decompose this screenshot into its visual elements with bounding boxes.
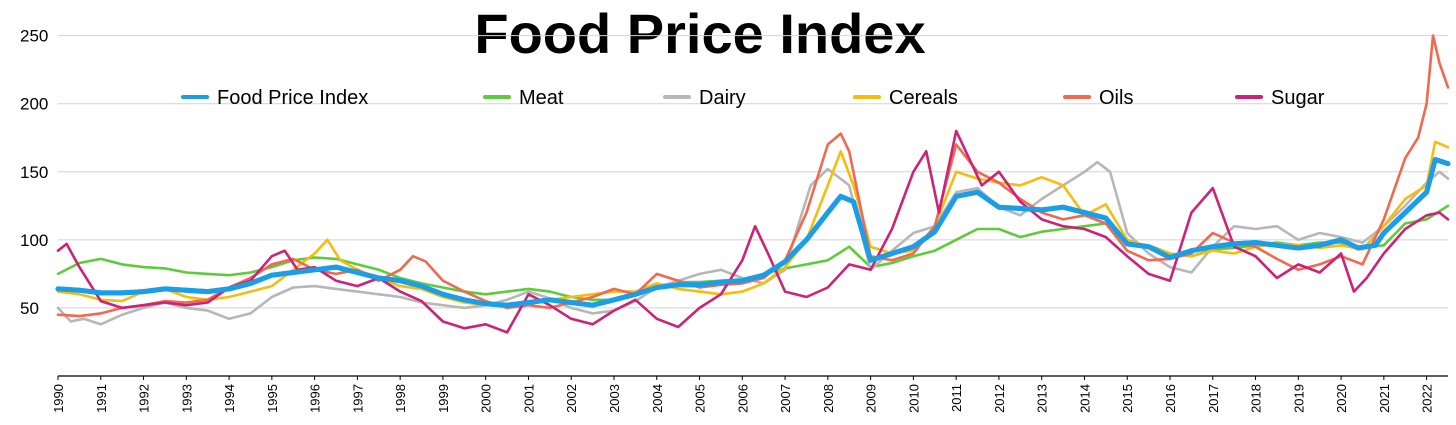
x-tick-label: 1996 (308, 384, 323, 413)
y-tick-label: 100 (20, 231, 48, 250)
y-tick-label: 250 (20, 27, 48, 46)
y-tick-label: 150 (20, 163, 48, 182)
legend-label: Oils (1099, 87, 1133, 109)
legend: Food Price Index Meat Dairy Cereals Oils Suga… (181, 87, 1325, 109)
x-tick-label: 1997 (350, 384, 365, 413)
x-tick-label: 1992 (137, 384, 152, 413)
legend-label: Cereals (889, 87, 958, 109)
legend-label: Dairy (699, 87, 746, 109)
x-tick-label: 2006 (735, 384, 750, 413)
series-line-cereals (56, 140, 1450, 307)
x-tick-label: 2007 (778, 384, 793, 413)
series-line-oils (56, 34, 1450, 318)
series-lines (55, 34, 1451, 334)
legend-label: Meat (519, 87, 564, 109)
x-tick-label: 2012 (992, 384, 1007, 413)
x-tick-label: 2010 (906, 384, 921, 413)
x-tick-label: 2019 (1291, 384, 1306, 413)
x-tick-label: 1991 (94, 384, 109, 413)
x-tick-label: 1995 (265, 384, 280, 413)
x-tick-label: 1994 (222, 384, 237, 413)
chart-title: Food Price Index (474, 2, 925, 65)
x-axis-ticks: 1990 1991 1992 1993 1994 1995 1996 1997 1998 1999… (51, 376, 1435, 413)
x-tick-label: 2016 (1163, 384, 1178, 413)
x-tick-label: 1999 (436, 384, 451, 413)
series-line-sugar (56, 129, 1450, 334)
x-tick-label: 1998 (393, 384, 408, 413)
x-tick-label: 2018 (1249, 384, 1264, 413)
x-tick-label: 2008 (821, 384, 836, 413)
x-tick-label: 2021 (1377, 384, 1392, 413)
x-tick-label: 2013 (1035, 384, 1050, 413)
x-tick-label: 2020 (1334, 384, 1349, 413)
x-tick-label: 2011 (949, 384, 964, 412)
x-tick-label: 2004 (650, 384, 665, 413)
series-line-food-price-index-overlay (55, 157, 1451, 308)
x-tick-label: 2015 (1120, 384, 1135, 413)
x-tick-label: 2001 (521, 384, 536, 413)
x-tick-label: 2003 (607, 384, 622, 413)
y-tick-label: 50 (20, 299, 39, 318)
y-tick-label: 200 (20, 95, 48, 114)
x-tick-label: 2000 (479, 384, 494, 413)
x-tick-label: 2014 (1077, 384, 1092, 413)
legend-label: Sugar (1271, 87, 1325, 109)
x-tick-label: 2022 (1420, 384, 1435, 413)
x-tick-label: 2002 (564, 384, 579, 413)
x-tick-label: 2017 (1206, 384, 1221, 413)
x-tick-label: 2005 (693, 384, 708, 413)
horizontal-gridlines (58, 35, 1448, 377)
y-axis-ticks: 50 100 150 200 250 (20, 27, 48, 318)
x-tick-label: 1990 (51, 384, 66, 413)
legend-label: Food Price Index (217, 87, 368, 109)
x-tick-label: 2009 (864, 384, 879, 413)
x-tick-label: 1993 (179, 384, 194, 413)
